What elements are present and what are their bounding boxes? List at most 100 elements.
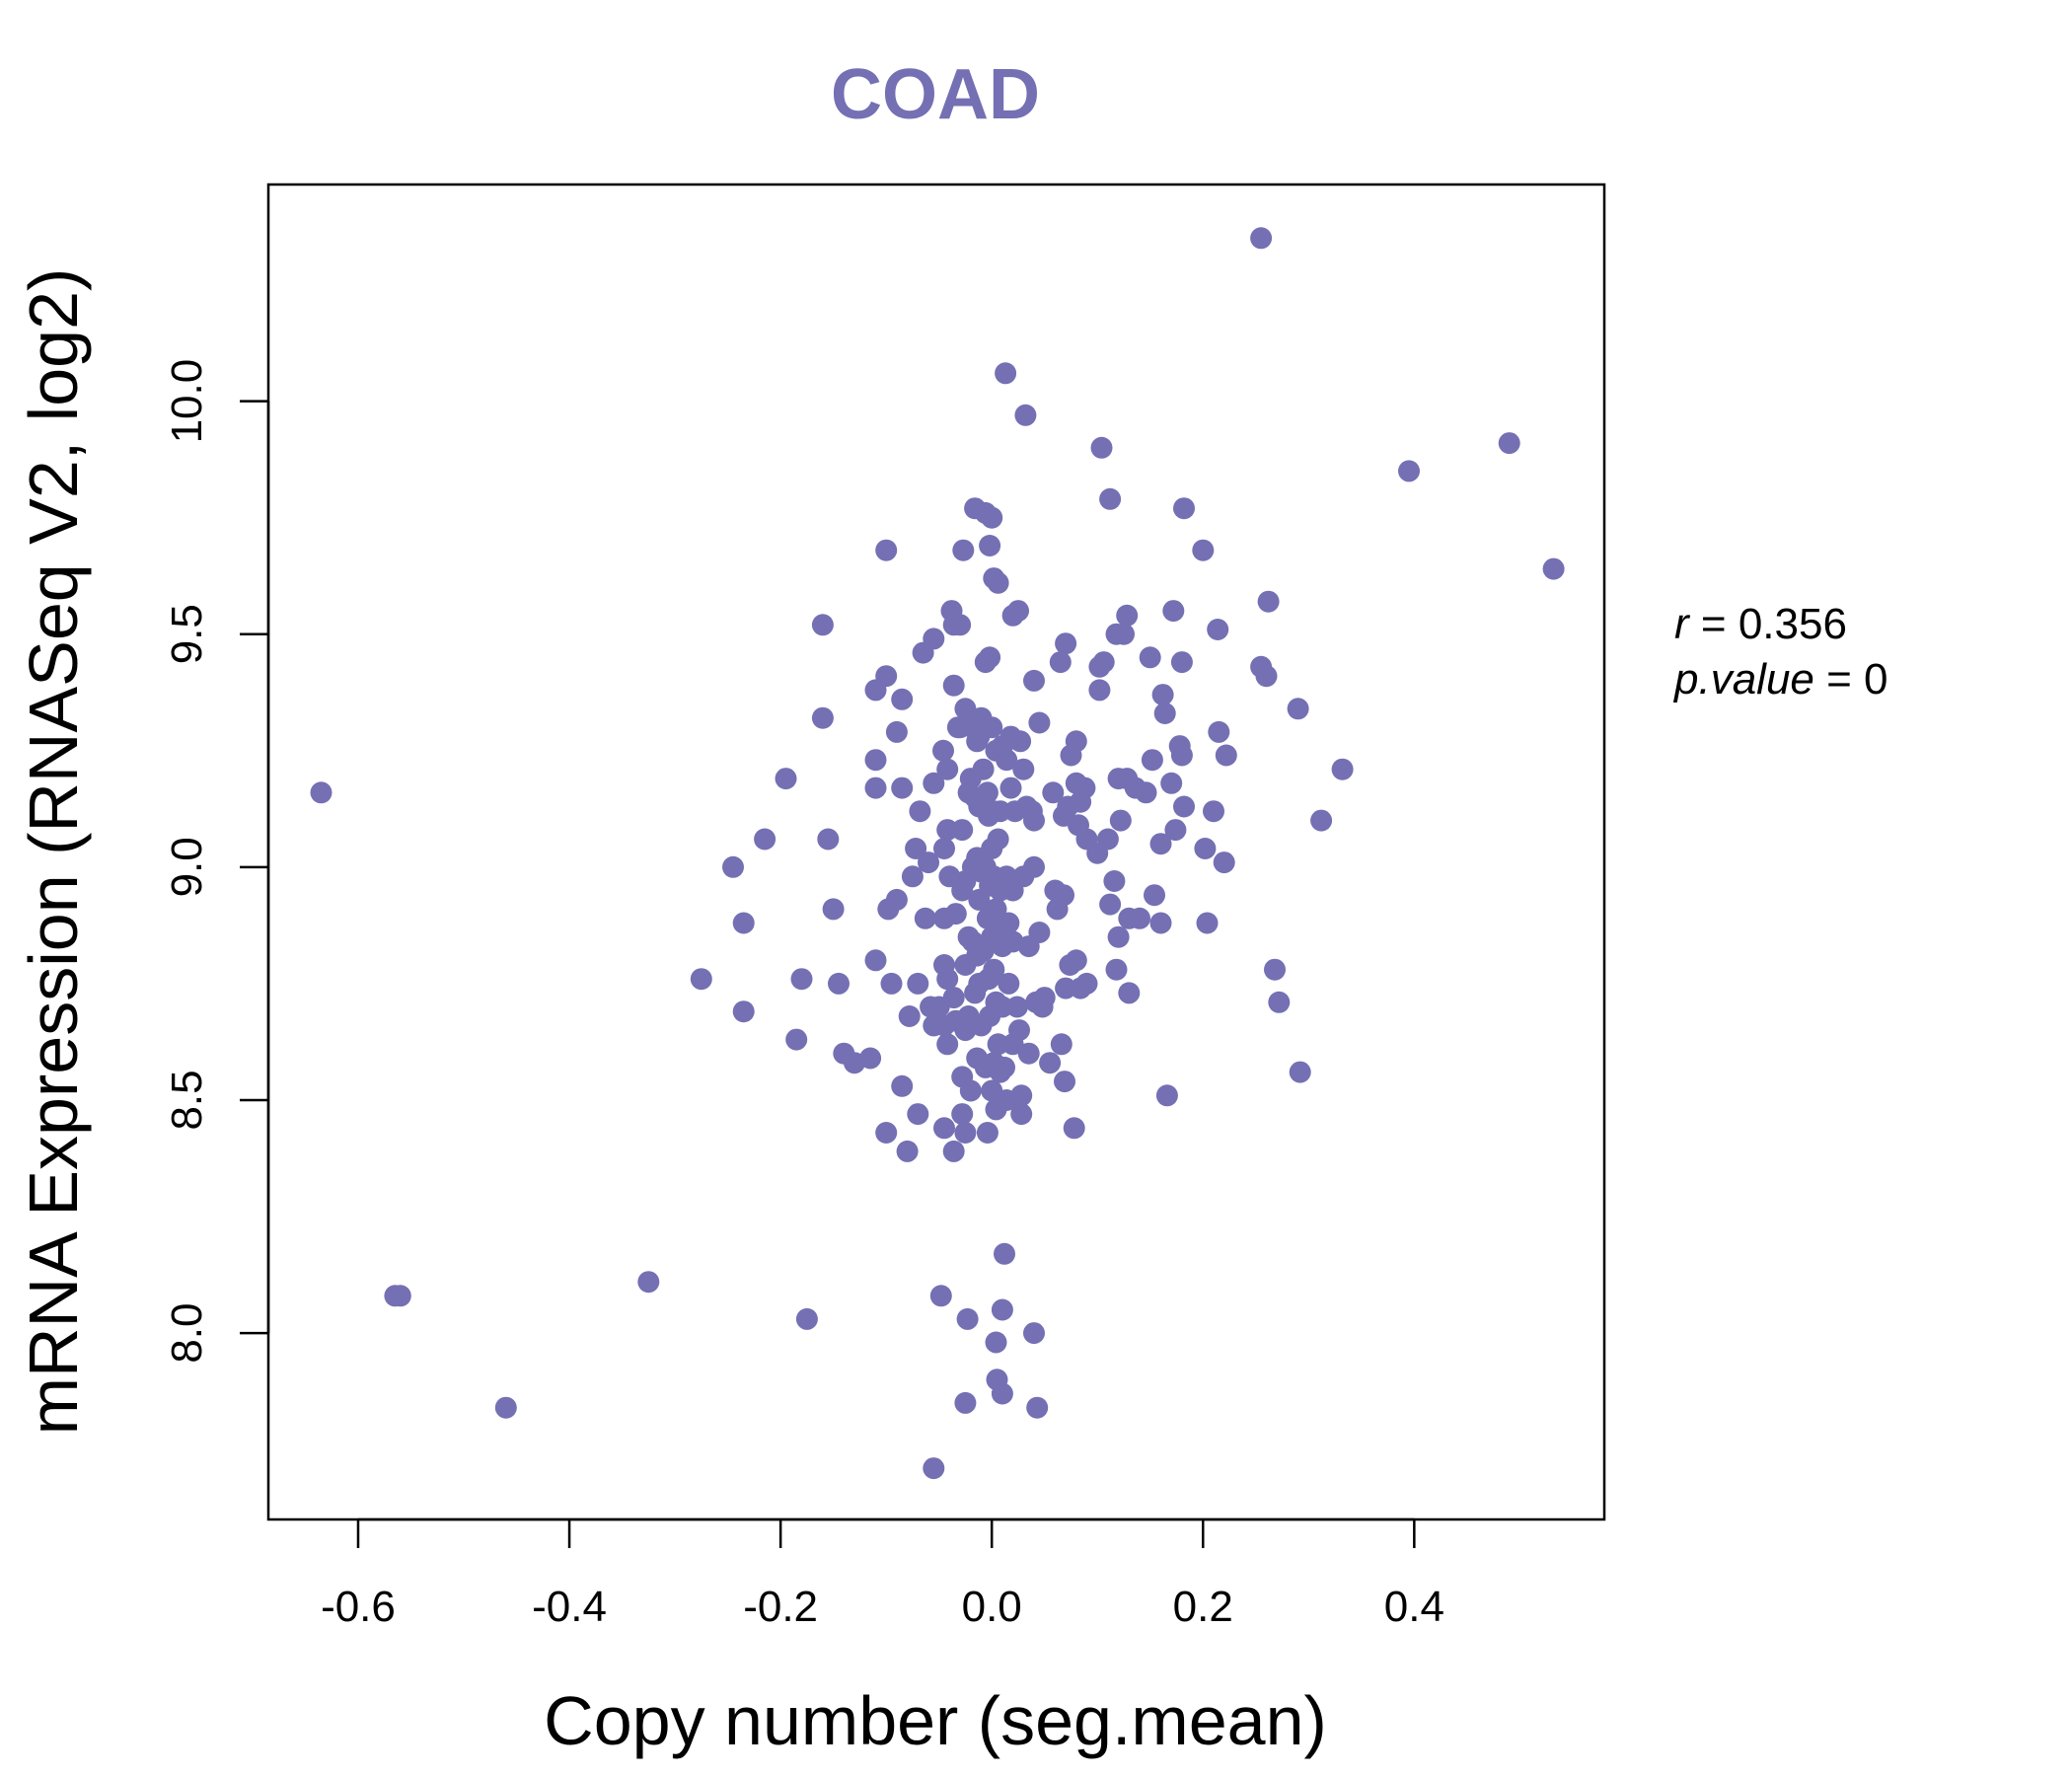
data-point xyxy=(907,1103,929,1126)
data-point xyxy=(979,646,1001,669)
data-point xyxy=(885,720,908,743)
data-point xyxy=(1194,838,1217,859)
data-point xyxy=(1105,958,1128,981)
data-point xyxy=(1012,758,1035,780)
data-point xyxy=(1289,1061,1311,1083)
y-tick-label: 8.5 xyxy=(163,1070,211,1130)
data-point xyxy=(1009,730,1032,753)
data-point xyxy=(1170,651,1193,674)
data-point xyxy=(998,972,1020,995)
y-tick-label: 10.0 xyxy=(163,359,211,444)
data-point xyxy=(954,1391,977,1414)
data-point xyxy=(637,1271,660,1294)
data-point xyxy=(1155,1084,1178,1107)
data-point xyxy=(923,772,945,794)
data-point xyxy=(891,688,914,710)
data-point xyxy=(954,1122,977,1144)
data-point xyxy=(905,838,927,859)
data-point xyxy=(976,781,999,804)
data-point xyxy=(1141,749,1163,772)
data-point xyxy=(936,758,959,780)
data-point xyxy=(811,706,834,729)
data-point xyxy=(1099,893,1122,916)
data-point xyxy=(1103,870,1126,892)
data-point xyxy=(1173,497,1195,520)
data-point xyxy=(1149,912,1172,934)
data-point xyxy=(918,851,939,874)
data-point xyxy=(994,1242,1015,1265)
data-point xyxy=(732,912,755,934)
p-value-label: p.value xyxy=(1672,655,1814,703)
data-point xyxy=(1207,619,1229,640)
data-point xyxy=(875,1122,898,1144)
data-point xyxy=(828,972,850,995)
data-point xyxy=(951,819,974,842)
data-point xyxy=(1063,1117,1085,1140)
p-value: 0 xyxy=(1864,655,1887,703)
data-point xyxy=(914,907,936,929)
r-value: 0.356 xyxy=(1739,600,1847,648)
data-point xyxy=(732,1000,755,1023)
data-point xyxy=(1255,665,1278,688)
data-point xyxy=(1208,720,1230,743)
data-point xyxy=(1008,1019,1030,1042)
data-point xyxy=(985,1331,1007,1354)
data-point xyxy=(1498,432,1520,455)
y-axis: 8.0 8.5 9.0 9.5 10.0 xyxy=(163,359,270,1364)
data-point xyxy=(991,1298,1013,1321)
data-point xyxy=(864,777,887,799)
data-point xyxy=(999,777,1022,799)
data-point xyxy=(996,749,1018,772)
data-point xyxy=(690,968,712,991)
data-point xyxy=(494,1396,517,1419)
data-point xyxy=(896,1140,919,1162)
data-point xyxy=(1049,651,1072,674)
data-point xyxy=(1196,912,1219,934)
data-point xyxy=(1213,851,1235,874)
data-point xyxy=(1287,698,1309,720)
data-point xyxy=(983,958,1005,981)
data-point xyxy=(932,739,954,762)
data-point xyxy=(929,1285,952,1307)
x-axis: -0.6 -0.4 -0.2 0.0 0.2 0.4 xyxy=(321,1517,1444,1631)
data-point xyxy=(1135,781,1157,804)
data-point xyxy=(1014,404,1037,426)
data-point xyxy=(1310,809,1333,832)
data-point xyxy=(1017,1042,1040,1065)
data-point xyxy=(1075,972,1098,995)
data-point xyxy=(1113,623,1135,645)
data-point xyxy=(981,716,1003,739)
x-tick-label: 0.0 xyxy=(962,1583,1022,1631)
data-point xyxy=(1151,684,1174,706)
data-point xyxy=(1007,600,1029,623)
data-point xyxy=(1139,646,1161,669)
data-point xyxy=(1129,907,1150,929)
data-point xyxy=(1109,809,1132,832)
data-point xyxy=(1005,996,1028,1018)
data-point xyxy=(389,1285,411,1307)
data-point xyxy=(1118,982,1141,1004)
data-point xyxy=(880,972,903,995)
data-point xyxy=(1107,925,1130,948)
data-point xyxy=(822,898,845,921)
data-point xyxy=(981,506,1003,529)
data-point xyxy=(875,665,898,688)
data-point xyxy=(817,828,840,851)
data-point xyxy=(885,888,908,911)
data-point xyxy=(998,912,1020,934)
points-layer xyxy=(310,227,1565,1480)
data-point xyxy=(1042,781,1065,804)
data-point xyxy=(942,1140,965,1162)
data-point xyxy=(901,865,924,888)
data-point xyxy=(933,838,955,859)
data-point xyxy=(1162,600,1185,623)
data-point xyxy=(1398,460,1420,482)
data-point xyxy=(1149,833,1172,855)
data-point xyxy=(1023,855,1045,878)
data-point xyxy=(875,539,898,561)
data-point xyxy=(1053,884,1074,907)
x-tick-label: -0.4 xyxy=(532,1583,607,1631)
data-point xyxy=(1160,772,1183,794)
data-point xyxy=(1192,539,1215,561)
